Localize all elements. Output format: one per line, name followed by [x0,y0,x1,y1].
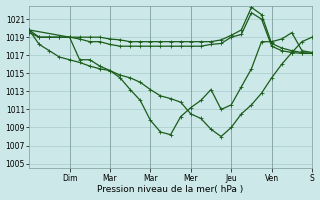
X-axis label: Pression niveau de la mer( hPa ): Pression niveau de la mer( hPa ) [98,185,244,194]
